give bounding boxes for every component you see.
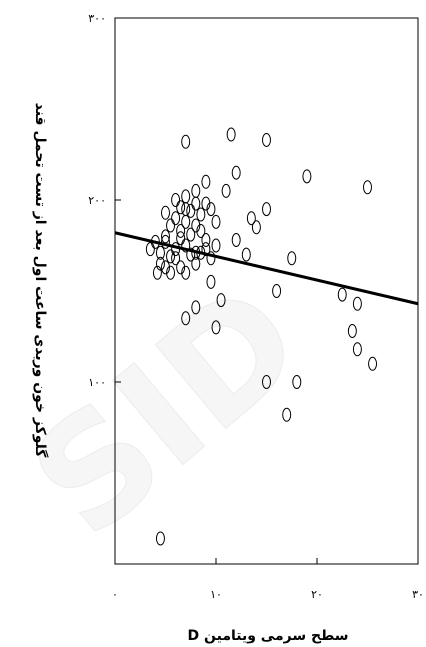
data-point [206,274,216,289]
data-point [191,300,201,315]
data-point [352,296,362,311]
data-point [211,320,221,335]
data-point [181,214,191,229]
data-point [155,531,165,546]
data-point [206,202,216,217]
x-axis-ticks: ۰ ۱۰ ۲۰ ۳۰ [112,558,424,601]
data-point [166,218,176,233]
data-point [246,211,256,226]
data-point [186,227,196,242]
data-point [161,205,170,220]
data-point [181,202,191,217]
data-point [221,183,231,198]
data-point [181,238,191,253]
data-point [251,220,261,235]
data-point [211,238,221,253]
data-point [166,249,176,264]
regression-line-layer [114,231,419,306]
x-axis-title: سطح سرمی ویتامین D [188,628,349,644]
data-point [206,251,216,266]
x-tick-label: ۰ [112,588,118,601]
x-tick-label: ۲۰ [311,588,323,601]
data-point [302,169,312,184]
data-point [201,242,211,257]
data-point [262,132,271,147]
data-point [161,260,170,275]
data-point [337,287,347,302]
x-tick-label: ۱۰ [210,588,222,601]
data-point [181,189,191,204]
data-point [287,251,297,266]
data-point [171,211,181,226]
data-point [201,233,211,248]
data-point [166,265,176,280]
plot-frame [114,17,419,565]
y-axis-ticks: ۱۰۰ ۲۰۰ ۳۰۰ [88,12,121,389]
data-point [352,342,362,357]
data-point [171,251,181,266]
data-point [231,165,241,180]
data-point [176,260,186,275]
data-point [191,218,201,233]
data-point [216,293,226,308]
y-tick-label: ۲۰۰ [88,194,106,207]
data-point [292,375,302,389]
y-axis-title: گلوکز خون وریدی ساعت اول بعد از تست تحمل… [32,103,49,459]
data-point [191,183,201,198]
data-point [152,265,162,280]
data-point [181,311,191,326]
data-point [171,193,181,207]
data-point [272,284,282,298]
data-point [201,174,211,189]
data-point [191,196,201,211]
data-point [282,407,292,422]
data-point [347,324,357,339]
data-point [181,265,191,280]
data-point [145,242,155,257]
regression-line [114,231,419,306]
data-point [155,256,165,271]
data-point [368,356,378,371]
x-tick-label: ۳۰ [412,588,424,601]
data-point [191,256,201,271]
data-point [186,203,196,218]
data-point [196,223,206,238]
data-point [176,223,186,238]
data-point [231,233,241,248]
data-point [181,134,191,149]
data-point [201,196,211,211]
data-point [241,247,251,262]
data-point [186,247,196,262]
data-point [176,231,186,246]
data-point [161,234,170,249]
data-point [155,245,165,260]
data-point [226,127,236,142]
y-tick-label: ۱۰۰ [88,376,106,389]
data-point [196,207,206,222]
data-point [363,180,372,195]
data-point [262,202,271,217]
y-tick-label: ۳۰۰ [88,12,106,25]
data-point [161,229,170,244]
data-point [262,375,271,389]
data-point [211,214,221,229]
data-point [176,200,186,215]
